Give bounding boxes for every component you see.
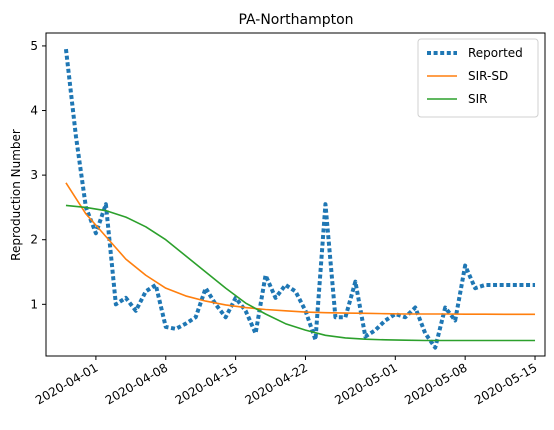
- y-tick-label: 3: [30, 168, 38, 182]
- plot-area-frame: [45, 32, 546, 357]
- series-line-reported: [63, 48, 536, 350]
- y-axis-title: Reproduction Number: [9, 129, 23, 261]
- legend-label: SIR: [468, 92, 488, 106]
- series-line-sir: [65, 204, 536, 342]
- legend-label: SIR-SD: [468, 69, 508, 83]
- series-line-sir-sd: [65, 182, 536, 316]
- series-layer: [63, 48, 536, 350]
- legend-label: Reported: [468, 46, 523, 60]
- y-tick-label: 4: [30, 104, 38, 118]
- y-tick-label: 1: [30, 297, 38, 311]
- legend: Reported SIR-SD SIR: [417, 38, 539, 118]
- legend-box: [417, 38, 539, 118]
- y-tick-label: 5: [30, 39, 38, 53]
- y-tick-label: 2: [30, 233, 38, 247]
- chart-title: PA-Northampton: [238, 12, 353, 28]
- y-axis: 1 2 3 4 5: [30, 39, 46, 311]
